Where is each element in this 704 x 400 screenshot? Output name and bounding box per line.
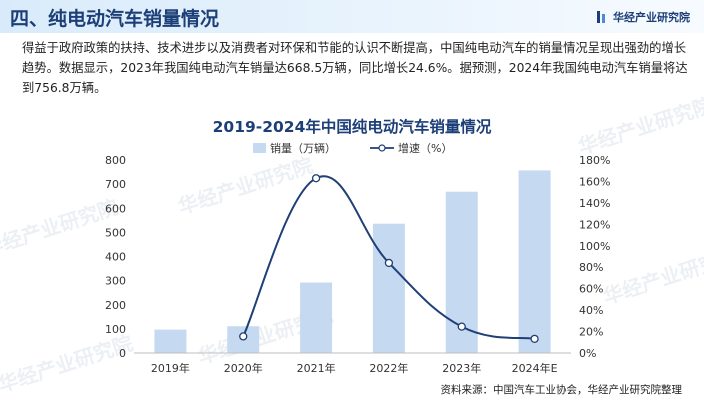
y-right-tick-label: 160% xyxy=(579,175,610,188)
y-right-tick-label: 60% xyxy=(579,283,603,296)
bar xyxy=(300,282,333,353)
growth-point xyxy=(384,258,394,268)
legend-bar-swatch xyxy=(253,143,266,153)
y-right-tick-label: 80% xyxy=(579,261,603,274)
brand-name: 华经产业研究院 xyxy=(613,11,690,24)
legend-label-growth: 增速（%） xyxy=(398,141,452,155)
header-bar: 四、纯电动汽车销量情况 华经产业研究院 xyxy=(0,0,704,33)
x-tick-label: 2021年 xyxy=(297,361,336,375)
y-left-tick-label: 300 xyxy=(105,275,126,288)
growth-point xyxy=(311,174,321,183)
y-right-tick-label: 20% xyxy=(579,326,603,339)
y-left-tick-label: 200 xyxy=(105,299,126,312)
growth-point xyxy=(530,334,539,343)
x-tick-label: 2019年 xyxy=(151,361,190,375)
intro-paragraph: 得益于政府政策的扶持、技术进步以及消费者对环保和节能的认识不断提高，中国纯电动汽… xyxy=(22,41,688,95)
y-right-tick-label: 40% xyxy=(579,304,603,317)
growth-point xyxy=(457,322,466,331)
y-right-tick-label: 140% xyxy=(579,197,610,210)
y-left-tick-label: 500 xyxy=(105,226,126,239)
x-tick-label: 2023年 xyxy=(442,361,481,375)
bar xyxy=(154,329,187,353)
y-left-tick-label: 400 xyxy=(105,251,126,264)
bar xyxy=(372,223,405,353)
legend-line-marker xyxy=(378,144,386,152)
y-left-tick-label: 800 xyxy=(105,154,126,167)
growth-point xyxy=(239,332,248,341)
y-left-tick-label: 700 xyxy=(105,178,126,191)
x-tick-label: 2020年 xyxy=(224,361,263,375)
legend-label-sales: 销量（万辆） xyxy=(270,141,336,155)
y-right-tick-label: 100% xyxy=(579,240,610,253)
growth-line xyxy=(242,175,535,340)
chart-title: 2019-2024年中国纯电动汽车销量情况 xyxy=(212,118,492,136)
source-note: 资料来源：中国汽车工业协会，华经产业研究院整理 xyxy=(440,384,683,396)
y-right-tick-label: 120% xyxy=(579,218,610,231)
bar xyxy=(518,170,551,353)
x-tick-label: 2024年E xyxy=(512,361,558,375)
y-left-tick-label: 600 xyxy=(105,202,126,215)
section-title: 四、纯电动汽车销量情况 xyxy=(10,8,220,30)
brand-logo-icon xyxy=(597,11,605,23)
y-right-tick-label: 0% xyxy=(579,347,596,360)
y-right-tick-label: 180% xyxy=(579,154,610,167)
x-tick-label: 2022年 xyxy=(369,361,408,375)
y-left-tick-label: 0 xyxy=(119,347,126,360)
y-left-tick-label: 100 xyxy=(105,323,126,336)
brand: 华经产业研究院 xyxy=(597,9,690,25)
